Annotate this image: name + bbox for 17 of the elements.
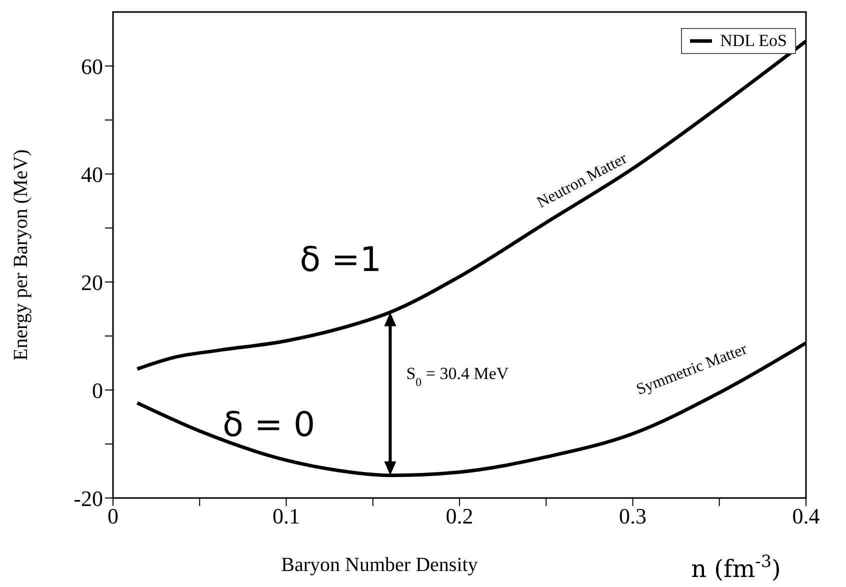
y-tick-label: 0	[92, 378, 103, 403]
x-tick-label: 0.1	[272, 504, 300, 529]
x-axis-title: Baryon Number Density	[281, 554, 478, 576]
annotation: S$_{0}$ = 30.4 MeV	[406, 364, 510, 389]
x-tick-label: 0.2	[446, 504, 474, 529]
text: n (fm$^{-3}$)	[691, 551, 781, 583]
x-tick-label: 0.3	[619, 504, 646, 529]
x-tick-label: 0	[108, 504, 118, 529]
y-tick-label: 60	[81, 54, 103, 79]
y-tick-label: 20	[81, 270, 103, 295]
y-axis-title: Energy per Baryon (MeV)	[10, 149, 32, 361]
legend-label: NDL EoS	[719, 31, 787, 51]
annotation: δ = 0	[222, 404, 316, 445]
y-tick-label: 40	[81, 162, 103, 187]
x-tick-label: 0.4	[792, 504, 820, 529]
annotation: δ =1	[300, 240, 382, 280]
y-tick-label: -20	[74, 486, 103, 511]
